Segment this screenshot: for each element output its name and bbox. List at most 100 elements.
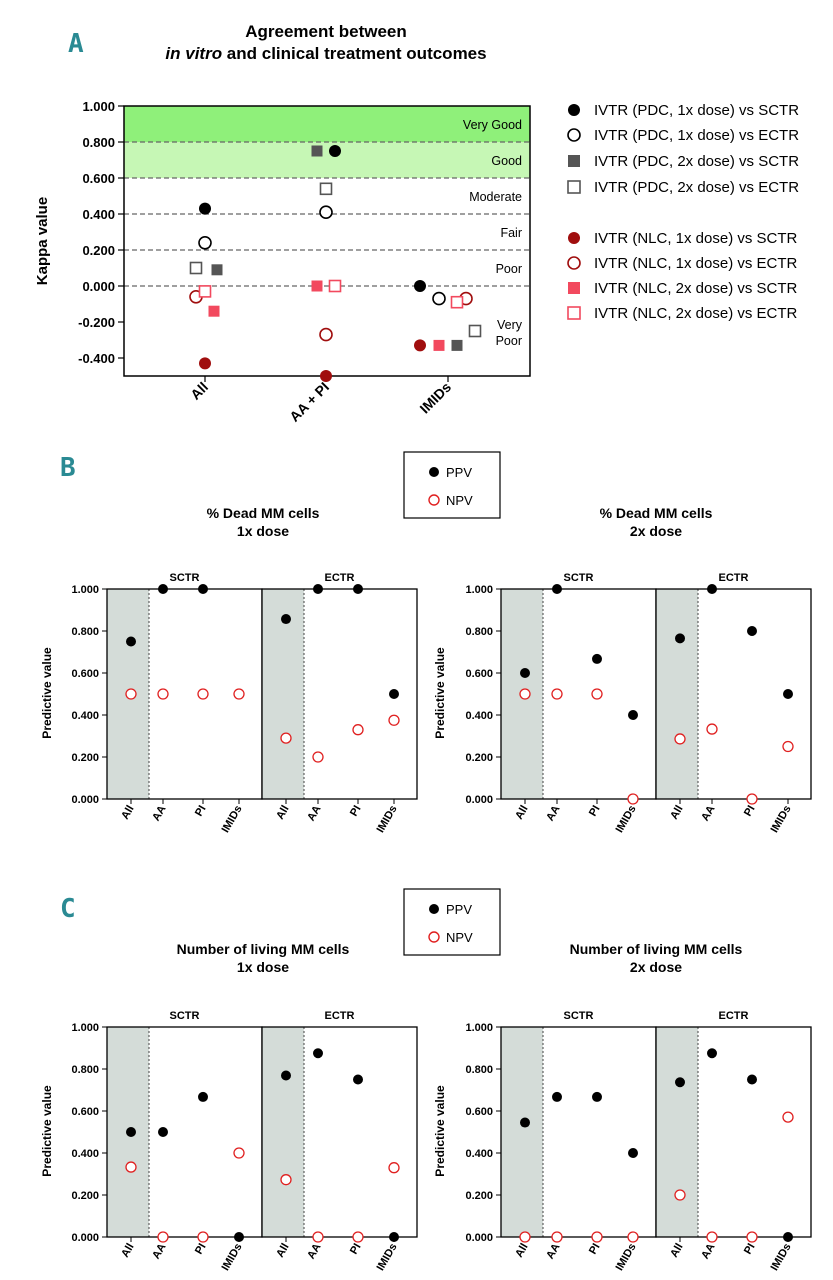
- point-npv-ectr-imids: [388, 1162, 400, 1174]
- chart-a-point-ivtr-nlc-2x-dose-vs-sctr-all: [208, 305, 220, 317]
- xtick-label-aa: AA: [150, 803, 168, 823]
- xtick-label-all: All: [119, 1242, 136, 1260]
- point-ppv-sctr-imids: [234, 1232, 244, 1242]
- xtick-label-pi: PI: [348, 804, 364, 819]
- chart-a-xtick-label-all: All: [187, 379, 211, 403]
- xtick-label-all: All: [274, 1242, 291, 1260]
- point-npv-ectr-aa: [706, 1231, 718, 1243]
- panel-letter-a: A: [68, 29, 84, 59]
- legend-label-pdc-2x-sctr: IVTR (PDC, 2x dose) vs SCTR: [594, 153, 799, 170]
- xtick-label-all: All: [513, 1242, 530, 1260]
- chart-b1-title-line2: 1x dose: [237, 523, 289, 539]
- point-ppv-ectr-imids: [783, 689, 793, 699]
- group-label-ectr: ECTR: [325, 1010, 355, 1022]
- point-npv-ectr-pi: [352, 1231, 364, 1243]
- chart-a-ytick-label: 0.000: [82, 279, 115, 294]
- xtick-label-all: All: [668, 804, 685, 822]
- chart-a-point-ivtr-nlc-1x-dose-vs-sctr-all: [199, 357, 211, 370]
- chart-a-ytick-label: 0.400: [82, 207, 115, 222]
- ytick-label: 0.600: [71, 668, 99, 680]
- chart-a-point-ivtr-nlc-2x-dose-vs-ectr-imids: [450, 295, 464, 309]
- legend-marker-nlc-1x-sctr: [568, 232, 580, 244]
- panel-letter-b: B: [60, 453, 76, 483]
- xtick-label-all: All: [274, 804, 291, 822]
- chart-a-point-ivtr-pdc-2x-dose-vs-sctr-aa-pi: [311, 145, 323, 157]
- ytick-label: 0.000: [71, 794, 99, 806]
- group-label-ectr: ECTR: [719, 572, 749, 584]
- chart-c2-title-line1: Number of living MM cells: [570, 941, 743, 957]
- legend-marker-pdc-1x-ectr: [567, 128, 581, 142]
- chart-a-ytick-label: -0.400: [78, 351, 115, 366]
- panel-letter-c: C: [60, 894, 76, 924]
- chart-b1-title-line1: % Dead MM cells: [207, 505, 320, 521]
- ytick-label: 0.000: [71, 1232, 99, 1244]
- point-ppv-ectr-pi: [747, 1074, 757, 1085]
- legend-b-ppv-label: PPV: [446, 465, 472, 480]
- point-npv-sctr-pi: [591, 1231, 603, 1243]
- xtick-label-imids: IMIDs: [375, 804, 400, 835]
- ytick-label: 0.600: [71, 1106, 99, 1118]
- point-ppv-sctr-aa: [552, 1091, 562, 1102]
- point-npv-sctr-all: [519, 688, 531, 700]
- point-ppv-sctr-pi: [592, 653, 602, 664]
- point-npv-ectr-all: [280, 732, 292, 744]
- chart-a-title-italic: in vitro: [165, 44, 222, 63]
- ytick-label: 0.400: [71, 1148, 99, 1160]
- ytick-label: 1.000: [71, 584, 99, 596]
- xtick-label-aa: AA: [305, 803, 323, 823]
- point-ppv-sctr-all: [520, 1117, 530, 1128]
- point-ppv-sctr-aa: [552, 584, 562, 594]
- point-npv-sctr-aa: [157, 688, 169, 700]
- chart-a-point-ivtr-nlc-1x-dose-vs-ectr-aa-pi: [319, 327, 333, 342]
- zone-band-good: [124, 142, 530, 178]
- frame-ectr: [261, 1026, 418, 1238]
- legend-label-pdc-1x-sctr: IVTR (PDC, 1x dose) vs SCTR: [594, 102, 799, 119]
- ytick-label: 0.800: [71, 1064, 99, 1076]
- xtick-label-imids: IMIDs: [614, 1242, 639, 1273]
- ytick-label: 0.200: [465, 1190, 493, 1202]
- chart-c1-ylabel: Predictive value: [40, 1085, 54, 1177]
- xtick-label-aa: AA: [699, 803, 717, 823]
- legend-label-nlc-1x-ectr: IVTR (NLC, 1x dose) vs ECTR: [594, 255, 798, 272]
- frame-ectr: [655, 1026, 812, 1238]
- chart-a-point-ivtr-pdc-2x-dose-vs-ectr-all: [189, 261, 203, 275]
- point-ppv-sctr-pi: [198, 1091, 208, 1102]
- legend-marker-pdc-1x-sctr: [568, 104, 580, 116]
- ytick-label: 1.000: [465, 1022, 493, 1034]
- legend-marker-nlc-2x-ectr: [567, 306, 581, 320]
- point-ppv-sctr-aa: [158, 1127, 168, 1137]
- point-ppv-ectr-all: [675, 633, 685, 644]
- ytick-label: 0.200: [71, 1190, 99, 1202]
- ytick-label: 0.000: [465, 794, 493, 806]
- point-ppv-ectr-aa: [313, 584, 323, 594]
- point-ppv-sctr-pi: [198, 584, 208, 594]
- point-npv-ectr-imids: [388, 714, 400, 726]
- xtick-label-pi: PI: [587, 804, 603, 819]
- zone-label-good: Good: [491, 154, 522, 168]
- point-npv-sctr-imids: [233, 1147, 245, 1159]
- chart-c2-ylabel: Predictive value: [433, 1085, 447, 1177]
- chart-a-point-ivtr-nlc-2x-dose-vs-ectr-aa-pi: [328, 279, 342, 293]
- chart-a-point-ivtr-pdc-1x-dose-vs-sctr-imids: [414, 280, 426, 292]
- chart-a-point-ivtr-nlc-2x-dose-vs-sctr-aa-pi: [311, 280, 323, 292]
- xtick-label-imids: IMIDs: [614, 804, 639, 835]
- legend-marker-pdc-2x-sctr: [568, 155, 580, 167]
- zone-label-very: Very: [497, 318, 523, 332]
- point-npv-ectr-aa: [706, 723, 718, 735]
- chart-a-point-ivtr-pdc-1x-dose-vs-ectr-all: [198, 236, 212, 250]
- point-npv-ectr-all: [674, 1189, 686, 1201]
- legend-marker-nlc-2x-sctr: [568, 282, 580, 294]
- shade-all-sctr: [501, 1027, 543, 1237]
- xtick-label-aa: AA: [305, 1241, 323, 1261]
- point-npv-ectr-all: [280, 1174, 292, 1186]
- chart-c2-title-line2: 2x dose: [630, 959, 682, 975]
- point-npv-sctr-pi: [197, 1231, 209, 1243]
- shade-all-ectr: [262, 589, 304, 799]
- legend-c-ppv-marker: [429, 904, 439, 914]
- chart-a-ytick-label: 0.800: [82, 135, 115, 150]
- chart-c2-plot: SCTR All AA PI IMIDs ECTR All AA PI IMIDs 1.000 0.8…: [465, 1010, 812, 1273]
- point-npv-sctr-all: [519, 1231, 531, 1243]
- point-npv-ectr-imids: [782, 1111, 794, 1123]
- point-ppv-sctr-all: [126, 636, 136, 647]
- xtick-label-pi: PI: [742, 804, 758, 819]
